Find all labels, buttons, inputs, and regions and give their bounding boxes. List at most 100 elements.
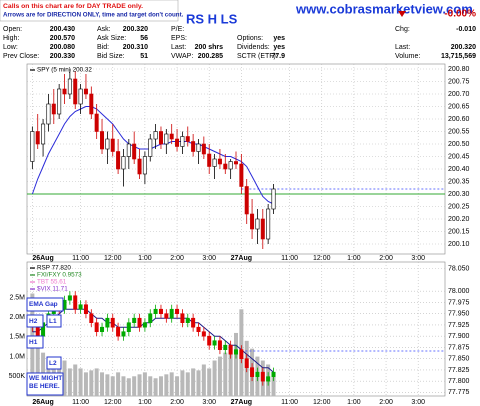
volume-bar	[121, 376, 126, 396]
volume-bar	[217, 356, 222, 396]
volume-bar	[62, 360, 67, 396]
candle-body	[89, 93, 94, 115]
volume-bar	[110, 376, 115, 396]
y-tick-label: 200.45	[448, 153, 470, 160]
volume-bar	[207, 368, 212, 396]
volume-bar	[35, 344, 40, 396]
moving-average	[32, 308, 274, 373]
field-label: Bid Size:	[97, 53, 125, 60]
y-tick-label: 77.775	[448, 389, 470, 396]
annotation-text: L1	[49, 318, 57, 325]
volume-bar	[158, 376, 163, 396]
x-tick-label: 12:00	[313, 255, 331, 262]
candle-body	[212, 158, 217, 167]
x-tick-label: 26Aug	[32, 399, 53, 406]
candle-body	[35, 326, 40, 337]
y-tick-label: 200.10	[448, 241, 470, 248]
candle-body	[46, 103, 51, 125]
volume-bar	[201, 364, 206, 396]
field-label: Dividends:	[237, 44, 270, 51]
candle-body	[180, 136, 185, 147]
x-tick-label: 3:00	[411, 399, 425, 406]
legend-label: SPY (5 min) 200.32	[37, 67, 92, 74]
candle-body	[196, 326, 201, 332]
field-value: 200.285	[198, 53, 223, 60]
candle-body	[35, 131, 40, 145]
candle-body	[83, 88, 88, 95]
volume-bar	[73, 364, 78, 396]
y-tick-label: 200.30	[448, 191, 470, 198]
y-tick-label: 77.925	[448, 322, 470, 329]
x-tick-label: 2:00	[170, 399, 184, 406]
candle-body	[57, 88, 62, 115]
volume-bar	[234, 332, 238, 396]
volume-bar	[126, 378, 131, 396]
candle-body	[228, 161, 233, 170]
y2-tick-label: 1.5M	[9, 334, 25, 341]
candle-body	[255, 371, 260, 377]
volume-bar	[228, 344, 233, 396]
candle-body	[244, 358, 249, 368]
field-label: High:	[3, 35, 19, 42]
volume-bar	[116, 372, 121, 396]
y-tick-label: 77.825	[448, 367, 470, 374]
field-label: Bid:	[97, 44, 109, 51]
candle-body	[234, 161, 239, 165]
volume-bar	[180, 370, 185, 396]
candle-body	[255, 218, 260, 230]
field-label: Ask:	[97, 26, 111, 33]
candle-body	[212, 340, 217, 346]
x-tick-label: 27Aug	[231, 255, 252, 262]
annotation-text: EMA Gap	[29, 301, 58, 308]
x-tick-label: 11:00	[281, 399, 298, 406]
field-value: 200.320	[451, 44, 476, 51]
volume-bar	[89, 370, 94, 396]
candle-body	[142, 156, 147, 175]
candle-body	[41, 123, 46, 145]
candle-body	[207, 335, 212, 346]
candle-body	[169, 133, 174, 140]
candle-body	[244, 186, 249, 215]
candle-body	[164, 313, 169, 319]
x-tick-label: 1:00	[347, 399, 361, 406]
legend-label: $VIX 11.71	[37, 286, 68, 293]
y-tick-label: 77.975	[448, 299, 470, 306]
field-label: EPS:	[171, 35, 187, 42]
field-label: Chg:	[395, 26, 410, 33]
candle-body	[234, 349, 239, 355]
field-value: 200.080	[50, 44, 75, 51]
field-value: 13,715,569	[441, 53, 476, 60]
candle-body	[132, 143, 137, 160]
candle-body	[94, 113, 99, 132]
field-label: Options:	[237, 35, 263, 42]
y-tick-label: 200.65	[448, 103, 470, 110]
candle-body	[148, 138, 153, 157]
legend-label: TBT 55.61	[37, 279, 67, 286]
volume-bar	[185, 372, 190, 396]
legend-label: FXI/FXY 0.9573	[37, 272, 82, 279]
y2-tick-label: 1.0M	[9, 353, 25, 360]
candle-body	[153, 131, 158, 140]
y-tick-label: 200.35	[448, 178, 470, 185]
y-tick-label: 200.25	[448, 203, 470, 210]
volume-bar	[271, 372, 276, 396]
candle-body	[250, 213, 255, 230]
field-label: VWAP:	[171, 53, 193, 60]
candle-body	[239, 163, 244, 187]
candle-body	[126, 143, 131, 157]
volume-bar	[153, 378, 158, 396]
volume-bar	[67, 368, 72, 396]
x-tick-label: 3:00	[202, 255, 216, 262]
annotation-text: H2	[29, 318, 38, 325]
y-tick-label: 200.20	[448, 216, 470, 223]
candle-body	[260, 371, 265, 382]
y-tick-label: 77.850	[448, 356, 470, 363]
field-label: P/E:	[171, 26, 184, 33]
candle-body	[89, 313, 94, 324]
y-tick-label: 200.80	[448, 66, 470, 73]
annotation-box	[26, 297, 64, 312]
candle-body	[126, 322, 131, 332]
candle-body	[191, 317, 196, 328]
volume-bar	[100, 372, 105, 396]
